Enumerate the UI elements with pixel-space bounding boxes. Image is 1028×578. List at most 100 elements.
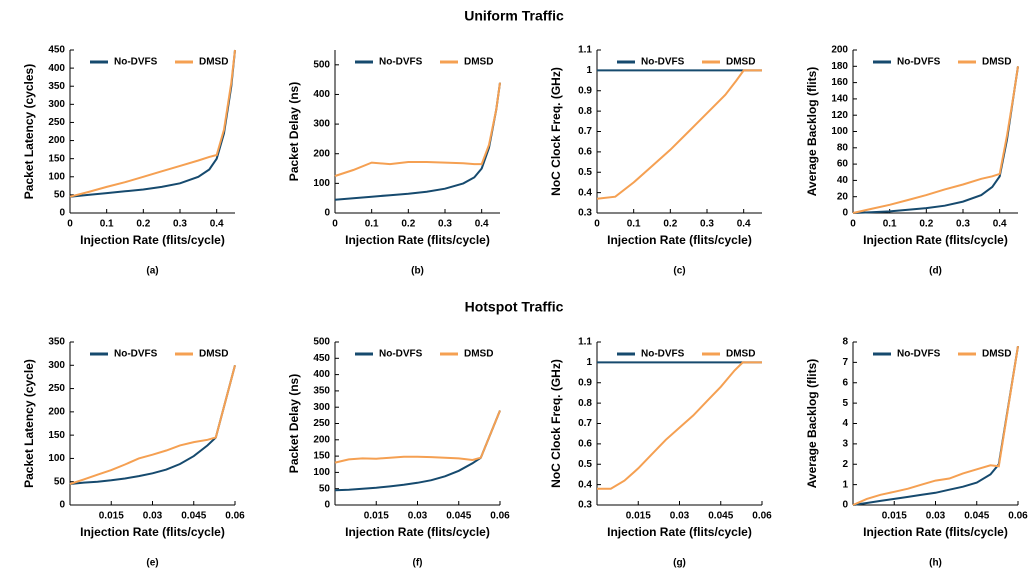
series-line bbox=[597, 361, 762, 490]
x-tick-label: 0.3 bbox=[173, 219, 187, 230]
y-tick-label: 160 bbox=[831, 77, 848, 88]
x-tick-label: 0 bbox=[332, 219, 338, 230]
x-tick-label: 0.06 bbox=[752, 511, 772, 522]
x-tick-label: 0.1 bbox=[883, 219, 897, 230]
y-tick-label: 400 bbox=[313, 369, 330, 380]
y-tick-label: 100 bbox=[313, 467, 330, 478]
y-tick-label: 100 bbox=[48, 453, 65, 464]
y-tick-label: 1 bbox=[586, 65, 592, 76]
y-tick-label: 1.1 bbox=[578, 45, 592, 56]
y-tick-label: 100 bbox=[313, 178, 330, 189]
y-tick-label: 450 bbox=[48, 45, 65, 56]
legend-label: No-DVFS bbox=[641, 57, 685, 68]
x-tick-label: 0.03 bbox=[408, 511, 428, 522]
y-tick-label: 6 bbox=[842, 377, 848, 388]
y-tick-label: 80 bbox=[837, 142, 849, 153]
y-tick-label: 0.4 bbox=[578, 187, 592, 198]
legend-label: No-DVFS bbox=[641, 349, 685, 360]
y-tick-label: 0.4 bbox=[578, 479, 592, 490]
y-axis-label: Packet Latency (cycles) bbox=[22, 64, 36, 199]
x-tick-label: 0.045 bbox=[181, 511, 206, 522]
legend-label: DMSD bbox=[982, 57, 1011, 68]
series-line bbox=[596, 69, 762, 200]
y-axis-label: Average Backlog (flits) bbox=[805, 67, 819, 197]
x-tick-label: 0 bbox=[67, 219, 73, 230]
y-axis-label: Average Backlog (flits) bbox=[805, 359, 819, 489]
series-line bbox=[334, 82, 501, 177]
legend-label: DMSD bbox=[982, 349, 1011, 360]
y-tick-label: 500 bbox=[313, 337, 330, 348]
caption: (h) bbox=[929, 558, 942, 569]
y-tick-label: 200 bbox=[48, 135, 65, 146]
x-tick-label: 0.015 bbox=[364, 511, 389, 522]
x-tick-label: 0.3 bbox=[956, 219, 970, 230]
y-tick-label: 1 bbox=[586, 357, 592, 368]
y-tick-label: 8 bbox=[842, 337, 848, 348]
y-tick-label: 7 bbox=[842, 357, 848, 368]
y-tick-label: 60 bbox=[837, 159, 849, 170]
legend-label: No-DVFS bbox=[114, 57, 158, 68]
x-tick-label: 0.03 bbox=[670, 511, 690, 522]
x-tick-label: 0 bbox=[850, 219, 856, 230]
x-axis-label: Injection Rate (flits/cycle) bbox=[80, 233, 225, 247]
caption: (a) bbox=[146, 266, 158, 277]
x-tick-label: 0.03 bbox=[143, 511, 163, 522]
series-line bbox=[69, 365, 236, 485]
x-tick-label: 0.4 bbox=[993, 219, 1007, 230]
y-tick-label: 150 bbox=[48, 153, 65, 164]
y-tick-label: 2 bbox=[842, 459, 848, 470]
y-tick-label: 1 bbox=[842, 479, 848, 490]
x-axis-label: Injection Rate (flits/cycle) bbox=[863, 233, 1008, 247]
section-title: Uniform Traffic bbox=[464, 8, 564, 24]
x-tick-label: 0.3 bbox=[700, 219, 714, 230]
series-line bbox=[852, 66, 1019, 214]
x-tick-label: 0.4 bbox=[210, 219, 224, 230]
y-tick-label: 0.3 bbox=[578, 208, 592, 219]
y-tick-label: 250 bbox=[313, 418, 330, 429]
caption: (d) bbox=[929, 266, 942, 277]
y-tick-label: 100 bbox=[48, 171, 65, 182]
y-tick-label: 350 bbox=[313, 386, 330, 397]
y-tick-label: 0 bbox=[842, 208, 848, 219]
x-tick-label: 0.2 bbox=[919, 219, 933, 230]
x-tick-label: 0 bbox=[594, 219, 600, 230]
x-tick-label: 0.1 bbox=[627, 219, 641, 230]
x-tick-label: 0.03 bbox=[926, 511, 946, 522]
x-tick-label: 0.4 bbox=[737, 219, 751, 230]
y-tick-label: 300 bbox=[313, 119, 330, 130]
legend-label: DMSD bbox=[726, 349, 755, 360]
caption: (e) bbox=[146, 558, 158, 569]
legend-label: No-DVFS bbox=[379, 57, 423, 68]
y-axis-label: Packet Delay (ns) bbox=[287, 82, 301, 181]
legend-label: No-DVFS bbox=[897, 57, 941, 68]
y-tick-label: 0 bbox=[59, 208, 65, 219]
y-tick-label: 0.5 bbox=[578, 167, 592, 178]
legend-label: DMSD bbox=[199, 57, 228, 68]
y-tick-label: 0.5 bbox=[578, 459, 592, 470]
legend-label: DMSD bbox=[199, 349, 228, 360]
x-tick-label: 0.015 bbox=[882, 511, 907, 522]
y-tick-label: 200 bbox=[831, 45, 848, 56]
y-tick-label: 40 bbox=[837, 175, 849, 186]
y-axis-label: Packet Latency (cycle) bbox=[22, 359, 36, 488]
legend-label: No-DVFS bbox=[114, 349, 158, 360]
y-tick-label: 450 bbox=[313, 353, 330, 364]
caption: (f) bbox=[413, 558, 423, 569]
y-tick-label: 350 bbox=[48, 81, 65, 92]
section-title: Hotspot Traffic bbox=[465, 299, 564, 315]
y-tick-label: 400 bbox=[313, 89, 330, 100]
y-tick-label: 0 bbox=[324, 208, 330, 219]
y-tick-label: 50 bbox=[54, 190, 66, 201]
y-tick-label: 200 bbox=[48, 406, 65, 417]
y-tick-label: 300 bbox=[48, 99, 65, 110]
series-line bbox=[852, 66, 1019, 214]
y-tick-label: 150 bbox=[313, 451, 330, 462]
x-tick-label: 0.2 bbox=[136, 219, 150, 230]
y-tick-label: 0 bbox=[842, 500, 848, 511]
y-tick-label: 4 bbox=[842, 418, 848, 429]
y-axis-label: Packet Delay (ns) bbox=[287, 374, 301, 473]
caption: (c) bbox=[673, 266, 685, 277]
x-axis-label: Injection Rate (flits/cycle) bbox=[345, 525, 490, 539]
y-tick-label: 1.1 bbox=[578, 337, 592, 348]
